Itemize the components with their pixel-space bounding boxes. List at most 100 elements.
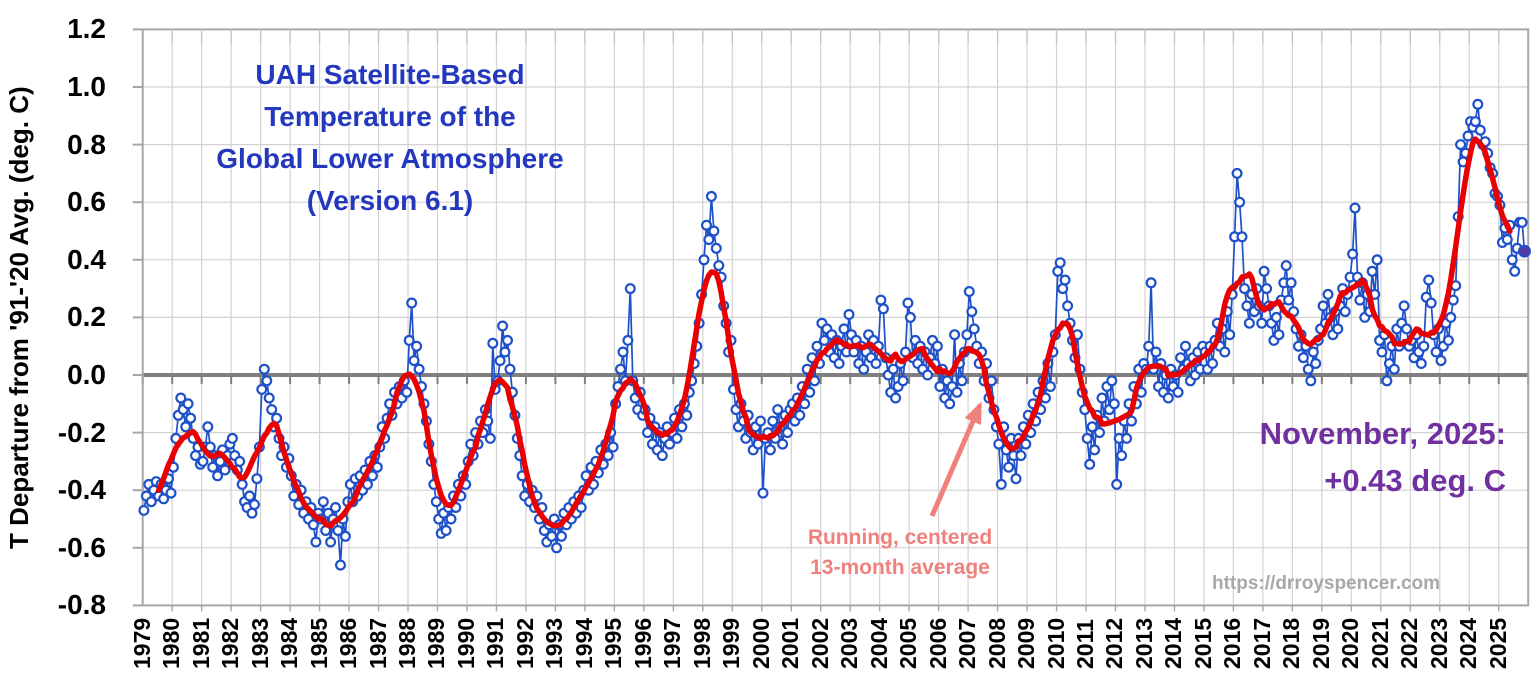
x-tick-label: 1982	[217, 617, 244, 669]
chart-title-line-4: (Version 6.1)	[306, 185, 474, 216]
x-tick-label: 2022	[1396, 617, 1423, 669]
data-point	[1111, 478, 1123, 490]
data-point	[966, 306, 978, 318]
data-point	[1381, 375, 1393, 387]
data-point	[664, 438, 676, 450]
data-point	[708, 225, 720, 237]
data-point	[339, 530, 351, 542]
y-tick-label: 1.0	[67, 71, 106, 102]
data-point	[754, 415, 766, 427]
data-point	[1020, 438, 1032, 450]
latest-data-point	[1517, 244, 1531, 258]
data-point	[249, 499, 261, 511]
data-point	[1238, 283, 1250, 295]
x-tick-label: 2019	[1307, 617, 1334, 669]
latest-value-annotation: November, 2025: +0.43 deg. C	[1150, 410, 1506, 504]
x-tick-label: 1998	[688, 617, 715, 669]
data-point	[551, 542, 563, 554]
data-point	[1347, 248, 1359, 260]
data-point	[700, 219, 712, 231]
data-point	[175, 392, 187, 404]
data-point	[256, 383, 268, 395]
data-point	[1236, 231, 1248, 243]
data-point	[890, 392, 902, 404]
data-point	[226, 432, 238, 444]
x-tick-label: 2000	[747, 617, 774, 669]
y-tick-label: 1.2	[67, 13, 106, 45]
x-tick-label: 2008	[983, 617, 1010, 669]
data-point	[995, 478, 1007, 490]
x-tick-label: 2007	[954, 617, 981, 669]
data-point	[246, 507, 258, 519]
y-tick-label: 0.4	[67, 243, 106, 275]
data-point	[794, 409, 806, 421]
data-point	[617, 346, 629, 358]
data-point	[1059, 274, 1071, 286]
data-point	[180, 421, 192, 433]
data-point	[607, 441, 619, 453]
data-point	[317, 496, 329, 508]
data-point	[656, 450, 668, 462]
data-point	[671, 432, 683, 444]
data-point	[772, 404, 784, 416]
x-tick-label: 2012	[1101, 617, 1128, 669]
data-point	[258, 363, 270, 375]
x-tick-label: 1993	[541, 617, 568, 669]
data-point	[1150, 346, 1162, 358]
data-point	[1179, 340, 1191, 352]
data-point	[838, 323, 850, 335]
data-point	[165, 487, 177, 499]
latest-point	[1517, 244, 1531, 258]
data-point	[1418, 340, 1430, 352]
x-tick-label: 1986	[335, 617, 362, 669]
data-point	[956, 375, 968, 387]
y-tick-label: -0.8	[57, 589, 106, 621]
data-point	[681, 409, 693, 421]
x-tick-label: 1994	[570, 617, 597, 669]
y-tick-label: -0.4	[57, 474, 106, 506]
x-tick-label: 2002	[806, 617, 833, 669]
data-point	[244, 490, 256, 502]
data-point	[138, 504, 150, 516]
data-point	[484, 432, 496, 444]
x-tick-label: 2003	[836, 617, 863, 669]
data-point	[212, 470, 224, 482]
data-point	[676, 421, 688, 433]
x-tick-label: 2017	[1248, 617, 1275, 669]
data-point	[263, 392, 275, 404]
data-point	[182, 398, 194, 410]
data-point	[1258, 265, 1270, 277]
data-point	[197, 455, 209, 467]
data-point	[411, 340, 423, 352]
running-average-annotation-line-1: Running, centered	[807, 526, 993, 549]
running-average-annotation: Running, centered 13-month average	[760, 523, 1040, 583]
data-point	[887, 363, 899, 375]
data-point	[877, 303, 889, 315]
data-point	[251, 473, 263, 485]
data-point	[487, 337, 499, 349]
data-point	[1442, 334, 1454, 346]
data-point	[870, 358, 882, 370]
chart-title-line-1: UAH Satellite-Based	[255, 59, 525, 90]
data-point	[330, 502, 342, 514]
data-point	[1388, 363, 1400, 375]
data-point	[931, 340, 943, 352]
data-point	[1415, 358, 1427, 370]
data-point	[234, 455, 246, 467]
data-point	[445, 513, 457, 525]
data-point	[1423, 274, 1435, 286]
data-point	[1084, 458, 1096, 470]
data-point	[1044, 381, 1056, 393]
data-point	[1143, 340, 1155, 352]
latest-value-annotation-line-1: November, 2025:	[1259, 416, 1506, 451]
data-point	[703, 234, 715, 246]
x-tick-label: 2006	[924, 617, 951, 669]
x-tick-label: 1991	[482, 617, 509, 669]
data-point	[922, 369, 934, 381]
data-point	[777, 438, 789, 450]
data-point	[261, 375, 273, 387]
data-point	[764, 444, 776, 456]
data-point	[1506, 254, 1518, 266]
data-point	[1224, 329, 1236, 341]
